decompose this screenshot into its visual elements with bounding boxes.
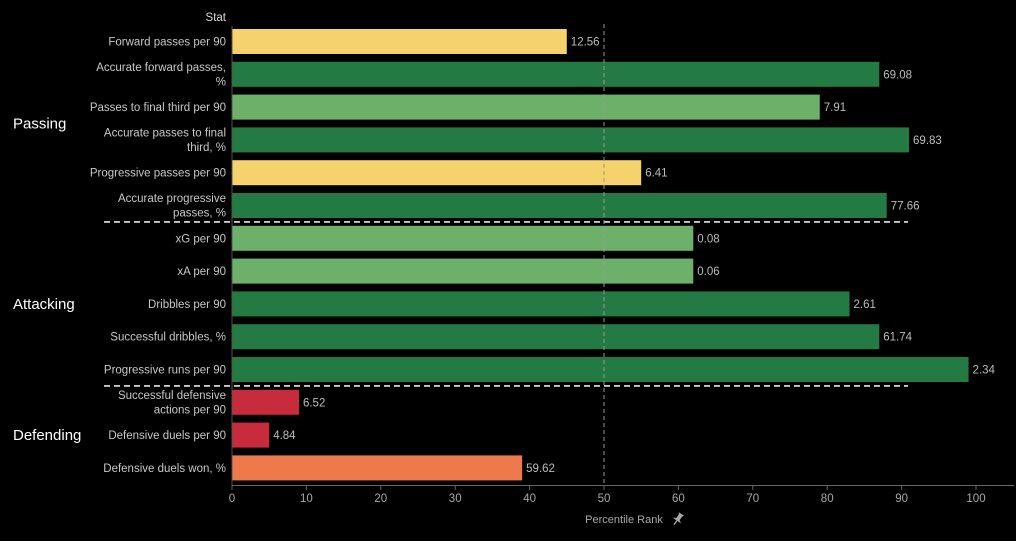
stat-label: Forward passes per 90 [108, 37, 226, 49]
bar-value-label: 6.52 [303, 397, 325, 409]
bar[interactable] [232, 193, 887, 218]
stat-label: Accurate passes to final [104, 127, 226, 139]
stat-column-header: Stat [206, 12, 227, 24]
stat-label: actions per 90 [154, 404, 226, 416]
bar[interactable] [232, 422, 270, 448]
bar[interactable] [232, 357, 969, 382]
x-tick-label: 70 [746, 493, 759, 505]
bars-layer [232, 29, 969, 481]
stat-label: Defensive duels won, % [103, 463, 226, 475]
group-label: Defending [13, 427, 81, 444]
bar[interactable] [232, 160, 642, 186]
x-axis-title: Percentile Rank [585, 514, 663, 526]
bar[interactable] [232, 291, 850, 317]
bar[interactable] [232, 389, 299, 415]
x-tick-label: 60 [672, 493, 685, 505]
x-tick-label: 0 [229, 493, 235, 505]
bar[interactable] [232, 127, 910, 153]
bar-value-label: 4.84 [273, 430, 296, 442]
labels-layer: 12.56 Forward passes per 90 69.08 Accurate … [13, 37, 996, 475]
bar[interactable] [232, 29, 567, 54]
stat-label: third, % [187, 142, 226, 154]
bar-value-label: 69.83 [913, 135, 942, 147]
bar[interactable] [232, 61, 880, 87]
x-tick-label: 40 [523, 493, 536, 505]
bar-value-label: 0.06 [697, 266, 719, 278]
stat-label: Accurate progressive [118, 193, 226, 205]
x-axis: 0 10 20 30 40 50 60 70 80 90 100 [104, 24, 1014, 505]
stat-label: Successful dribbles, % [110, 332, 226, 344]
bar-value-label: 61.74 [883, 332, 912, 344]
bar-value-label: 2.61 [854, 299, 876, 311]
x-tick-label: 10 [300, 493, 313, 505]
stat-label: Dribbles per 90 [148, 299, 226, 311]
stat-label: Progressive passes per 90 [90, 168, 226, 180]
bar-value-label: 2.34 [973, 365, 996, 377]
stat-label: xG per 90 [176, 233, 227, 245]
x-tick-label: 80 [821, 493, 834, 505]
pin-icon[interactable] [672, 511, 686, 526]
bar-value-label: 69.08 [883, 69, 912, 81]
bar[interactable] [232, 94, 820, 120]
x-tick-label: 20 [374, 493, 387, 505]
bar[interactable] [232, 225, 694, 251]
bar[interactable] [232, 324, 880, 350]
group-label: Attacking [13, 296, 75, 313]
stat-label: passes, % [173, 208, 226, 220]
stat-label: xA per 90 [177, 266, 226, 278]
bar[interactable] [232, 258, 694, 284]
stat-label: % [216, 76, 226, 88]
x-tick-label: 50 [598, 493, 611, 505]
bar-value-label: 12.56 [571, 37, 600, 49]
stat-label: Successful defensive [118, 390, 226, 402]
bar-value-label: 77.66 [891, 201, 920, 213]
stat-label: Passes to final third per 90 [90, 102, 226, 114]
stat-label: Accurate forward passes, [96, 62, 226, 74]
stat-label: Progressive runs per 90 [104, 365, 226, 377]
stat-label: Defensive duels per 90 [108, 430, 226, 442]
x-tick-label: 30 [449, 493, 462, 505]
x-tick-label: 90 [895, 493, 908, 505]
bar-value-label: 7.91 [824, 102, 846, 114]
x-tick-label: 100 [966, 493, 985, 505]
bar[interactable] [232, 455, 523, 481]
bar-value-label: 0.08 [697, 233, 719, 245]
bar-value-label: 6.41 [645, 168, 667, 180]
group-label: Passing [13, 116, 66, 133]
bar-value-label: 59.62 [526, 463, 555, 475]
